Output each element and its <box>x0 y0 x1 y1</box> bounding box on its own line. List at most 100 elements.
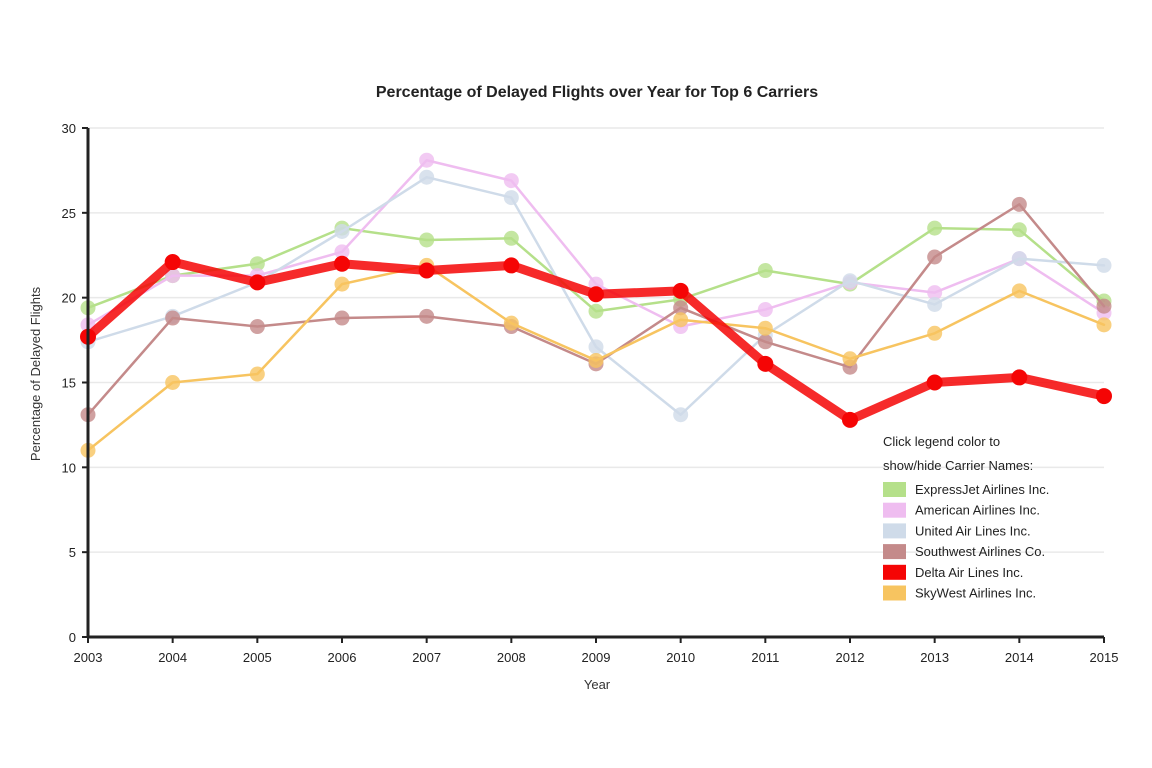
x-tick-label: 2005 <box>243 650 272 665</box>
data-point[interactable] <box>1011 196 1027 212</box>
data-point[interactable] <box>419 169 435 185</box>
data-point[interactable] <box>672 282 689 299</box>
data-point[interactable] <box>1096 317 1112 333</box>
data-point[interactable] <box>249 274 266 291</box>
legend-swatch[interactable] <box>883 523 906 539</box>
x-tick-label: 2007 <box>412 650 441 665</box>
legend-label: ExpressJet Airlines Inc. <box>915 482 1049 497</box>
legend-item: American Airlines Inc. <box>883 502 1040 518</box>
data-point[interactable] <box>249 256 265 272</box>
legend-label: United Air Lines Inc. <box>915 523 1031 538</box>
data-point[interactable] <box>1096 257 1112 273</box>
y-tick-label: 20 <box>62 291 76 306</box>
legend-intro-line-2: show/hide Carrier Names: <box>883 458 1033 473</box>
y-tick-label: 0 <box>69 630 76 645</box>
data-point[interactable] <box>842 273 858 289</box>
data-point[interactable] <box>757 334 773 350</box>
y-tick-label: 15 <box>62 376 76 391</box>
x-tick-label: 2015 <box>1090 650 1119 665</box>
y-tick-label: 30 <box>62 121 76 136</box>
data-point[interactable] <box>757 320 773 336</box>
x-tick-label: 2004 <box>158 650 187 665</box>
data-point[interactable] <box>419 308 435 324</box>
data-point[interactable] <box>757 302 773 318</box>
data-point[interactable] <box>1011 369 1028 386</box>
data-point[interactable] <box>334 276 350 292</box>
y-axis-label: Percentage of Delayed Flights <box>28 286 43 461</box>
data-point[interactable] <box>757 355 774 372</box>
x-axis-label: Year <box>584 677 611 692</box>
x-tick-label: 2010 <box>666 650 695 665</box>
data-point[interactable] <box>926 374 943 391</box>
data-point[interactable] <box>503 190 519 206</box>
legend-swatch[interactable] <box>883 544 906 560</box>
x-tick-label: 2003 <box>74 650 103 665</box>
data-point[interactable] <box>673 312 689 328</box>
data-point[interactable] <box>334 223 350 239</box>
x-tick-label: 2013 <box>920 650 949 665</box>
data-point[interactable] <box>418 262 435 279</box>
legend-item: ExpressJet Airlines Inc. <box>883 482 1049 497</box>
x-tick-label: 2014 <box>1005 650 1034 665</box>
data-point[interactable] <box>1011 283 1027 299</box>
legend-label: Delta Air Lines Inc. <box>915 565 1023 580</box>
data-point[interactable] <box>927 325 943 341</box>
data-point[interactable] <box>927 296 943 312</box>
data-point[interactable] <box>927 285 943 301</box>
data-point[interactable] <box>503 257 520 274</box>
legend-item: United Air Lines Inc. <box>883 523 1031 539</box>
data-point[interactable] <box>503 173 519 189</box>
legend-label: Southwest Airlines Co. <box>915 544 1045 559</box>
legend-item: Delta Air Lines Inc. <box>883 564 1023 580</box>
legend-item: SkyWest Airlines Inc. <box>883 585 1036 601</box>
x-tick-label: 2008 <box>497 650 526 665</box>
data-point[interactable] <box>927 249 943 265</box>
data-point[interactable] <box>165 268 181 284</box>
data-point[interactable] <box>419 152 435 168</box>
data-point[interactable] <box>165 375 181 390</box>
data-point[interactable] <box>164 254 181 271</box>
y-tick-label: 10 <box>62 460 76 475</box>
data-point[interactable] <box>673 300 689 316</box>
data-point[interactable] <box>1011 222 1027 238</box>
legend-swatch[interactable] <box>883 502 906 518</box>
data-point[interactable] <box>842 351 858 367</box>
x-tick-label: 2011 <box>751 650 779 665</box>
data-point[interactable] <box>1096 298 1112 314</box>
data-point[interactable] <box>1011 251 1027 267</box>
series-skywest-airlines-inc <box>80 257 1112 458</box>
x-tick-label: 2009 <box>582 650 611 665</box>
data-point[interactable] <box>419 232 435 248</box>
legend-swatch[interactable] <box>883 564 906 580</box>
data-point[interactable] <box>588 352 604 368</box>
data-point[interactable] <box>334 244 350 260</box>
data-point[interactable] <box>249 319 265 335</box>
data-point[interactable] <box>165 310 181 326</box>
data-point[interactable] <box>503 315 519 331</box>
data-point[interactable] <box>673 407 689 423</box>
data-point[interactable] <box>334 310 350 326</box>
data-point[interactable] <box>1096 388 1112 405</box>
data-point[interactable] <box>757 263 773 279</box>
legend-swatch[interactable] <box>883 482 906 497</box>
y-tick-label: 5 <box>69 545 76 560</box>
series-expressjet-airlines-inc <box>80 220 1112 319</box>
data-point[interactable] <box>842 411 858 428</box>
data-point[interactable] <box>588 303 604 319</box>
data-point[interactable] <box>503 230 519 246</box>
legend-swatch[interactable] <box>883 585 906 601</box>
y-tick-label: 25 <box>62 206 76 221</box>
ticks: 0 5 10 15 20 25 30 2003 2004 2005 2006 2007 2008 2009… <box>62 121 1119 665</box>
series-layer <box>80 152 1112 458</box>
x-tick-label: 2012 <box>836 650 865 665</box>
legend-label: American Airlines Inc. <box>915 503 1040 518</box>
grid <box>88 127 1104 553</box>
data-point[interactable] <box>927 220 943 236</box>
data-point[interactable] <box>588 286 604 303</box>
data-point[interactable] <box>334 255 350 272</box>
data-point[interactable] <box>249 366 265 382</box>
data-point[interactable] <box>588 339 604 355</box>
series-delta-air-lines-inc <box>80 254 1112 428</box>
legend: Click legend color to show/hide Carrier … <box>883 434 1049 601</box>
